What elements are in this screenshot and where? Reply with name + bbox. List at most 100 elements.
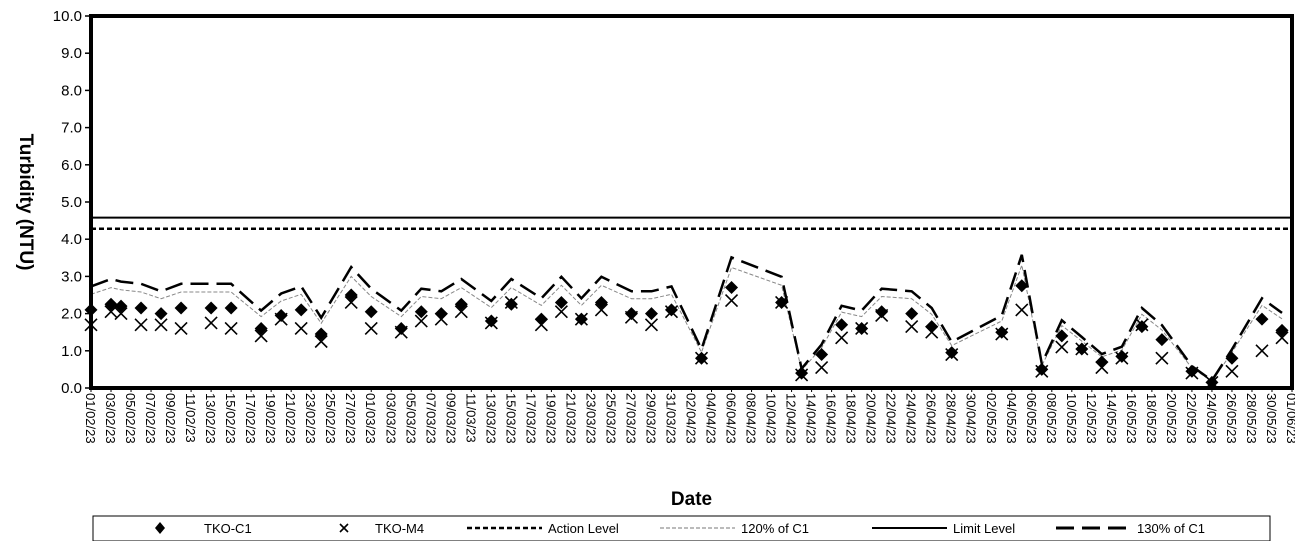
x-tick-label: 25/03/23	[603, 393, 618, 444]
x-tick-label: 02/04/23	[684, 393, 699, 444]
point-tko-c1	[1225, 351, 1239, 365]
x-tick-label: 31/03/23	[663, 393, 678, 444]
legend-marker-tko-m4	[339, 523, 349, 533]
legend-label-limit-level: Limit Level	[953, 521, 1015, 536]
x-tick-label: 21/02/23	[283, 393, 298, 444]
x-tick-label: 14/05/23	[1104, 393, 1119, 444]
point-tko-c1	[174, 301, 188, 315]
point-tko-c1	[134, 301, 148, 315]
y-tick-label: 4.0	[61, 231, 82, 248]
x-tick-label: 24/04/23	[904, 393, 919, 444]
point-tko-c1	[274, 308, 288, 322]
point-tko-c1	[294, 303, 308, 317]
x-tick-label: 22/05/23	[1184, 393, 1199, 444]
series-markers	[84, 279, 1289, 389]
x-tick-label: 30/05/23	[1264, 393, 1279, 444]
point-tko-c1	[104, 297, 118, 311]
x-tick-label: 12/05/23	[1084, 393, 1099, 444]
point-tko-m4	[815, 360, 829, 375]
point-tko-c1	[1115, 349, 1129, 363]
point-tko-c1	[695, 351, 709, 365]
x-tick-label: 17/02/23	[243, 393, 258, 444]
x-tick-label: 16/04/23	[824, 393, 839, 444]
x-tick-label: 03/03/23	[383, 393, 398, 444]
point-tko-m4	[835, 331, 849, 345]
point-tko-c1	[554, 295, 568, 309]
point-tko-c1	[594, 295, 608, 309]
point-tko-m4	[174, 321, 188, 336]
point-tko-m4	[364, 321, 378, 336]
x-tick-label: 20/04/23	[864, 393, 879, 444]
x-tick-label: 18/04/23	[844, 393, 859, 444]
x-axis-ticks: 01/02/23 03/02/23 05/02/23 07/02/23 09/02/23…	[83, 388, 1295, 444]
point-tko-m4	[344, 295, 358, 310]
x-tick-label: 27/03/23	[623, 393, 638, 444]
point-tko-c1	[504, 297, 518, 311]
x-tick-label: 05/03/23	[403, 393, 418, 444]
x-tick-label: 04/05/23	[1004, 393, 1019, 444]
point-tko-m4	[1275, 331, 1289, 345]
x-tick-label: 15/03/23	[503, 393, 518, 444]
x-tick-label: 09/03/23	[443, 393, 458, 444]
y-axis-ticks: 0.0 1.0 2.0 3.0 4.0 5.0 6.0 7.0 8.0 9.0 10.0	[53, 8, 91, 397]
y-tick-label: 5.0	[61, 194, 82, 211]
y-axis-title: Turbidity (NTU)	[15, 134, 36, 271]
point-tko-c1	[875, 305, 889, 319]
legend-marker-tko-c1	[155, 522, 165, 534]
point-tko-m4	[414, 314, 428, 328]
point-tko-m4	[154, 318, 168, 332]
legend-label-action-level: Action Level	[548, 521, 619, 536]
point-tko-c1	[1205, 375, 1219, 389]
point-tko-c1	[574, 312, 588, 326]
x-tick-label: 23/03/23	[583, 393, 598, 444]
point-tko-m4	[554, 305, 568, 319]
x-tick-label: 30/04/23	[964, 393, 979, 444]
legend-label-130-of-c1: 130% of C1	[1137, 521, 1205, 536]
point-tko-m4	[204, 316, 218, 330]
point-tko-c1	[795, 366, 809, 380]
x-tick-label: 28/05/23	[1244, 393, 1259, 444]
point-tko-m4	[134, 318, 148, 332]
point-tko-m4	[314, 334, 328, 349]
point-tko-c1	[154, 307, 168, 321]
series-line-120-of-c1	[90, 263, 1283, 382]
point-tko-c1	[344, 288, 358, 302]
x-tick-label: 24/05/23	[1204, 393, 1219, 444]
point-tko-c1	[624, 307, 638, 321]
point-tko-c1	[414, 305, 428, 319]
point-tko-c1	[644, 307, 658, 321]
point-tko-c1	[995, 325, 1009, 339]
x-axis-title: Date	[671, 489, 712, 510]
point-tko-m4	[294, 321, 308, 336]
x-tick-label: 08/04/23	[744, 393, 759, 444]
point-tko-c1	[454, 297, 468, 311]
y-tick-label: 8.0	[61, 82, 82, 99]
x-tick-label: 28/04/23	[944, 393, 959, 444]
legend: TKO-C1 TKO-M4 Action Level 120% of C1 Li…	[92, 515, 1271, 541]
x-tick-label: 17/03/23	[523, 393, 538, 444]
x-tick-label: 01/03/23	[363, 393, 378, 444]
x-tick-label: 16/05/23	[1124, 393, 1139, 444]
y-tick-label: 0.0	[61, 380, 82, 397]
x-tick-label: 14/04/23	[804, 393, 819, 444]
point-tko-c1	[815, 348, 829, 362]
point-tko-c1	[314, 327, 328, 341]
point-tko-c1	[204, 301, 218, 315]
x-tick-label: 27/02/23	[343, 393, 358, 444]
y-tick-label: 9.0	[61, 45, 82, 62]
x-tick-label: 29/03/23	[643, 393, 658, 444]
point-tko-c1	[664, 303, 678, 317]
x-tick-label: 09/02/23	[163, 393, 178, 444]
point-tko-c1	[775, 295, 789, 309]
y-tick-label: 2.0	[61, 306, 82, 323]
point-tko-c1	[364, 305, 378, 319]
point-tko-c1	[434, 307, 448, 321]
series-line-130-of-c1	[90, 254, 1283, 383]
point-tko-m4	[254, 329, 268, 343]
x-tick-label: 19/02/23	[263, 393, 278, 444]
point-tko-c1	[835, 318, 849, 332]
x-tick-label: 21/03/23	[563, 393, 578, 444]
y-tick-label: 10.0	[53, 8, 82, 25]
x-tick-label: 11/02/23	[183, 393, 198, 443]
x-tick-label: 23/02/23	[303, 393, 318, 444]
